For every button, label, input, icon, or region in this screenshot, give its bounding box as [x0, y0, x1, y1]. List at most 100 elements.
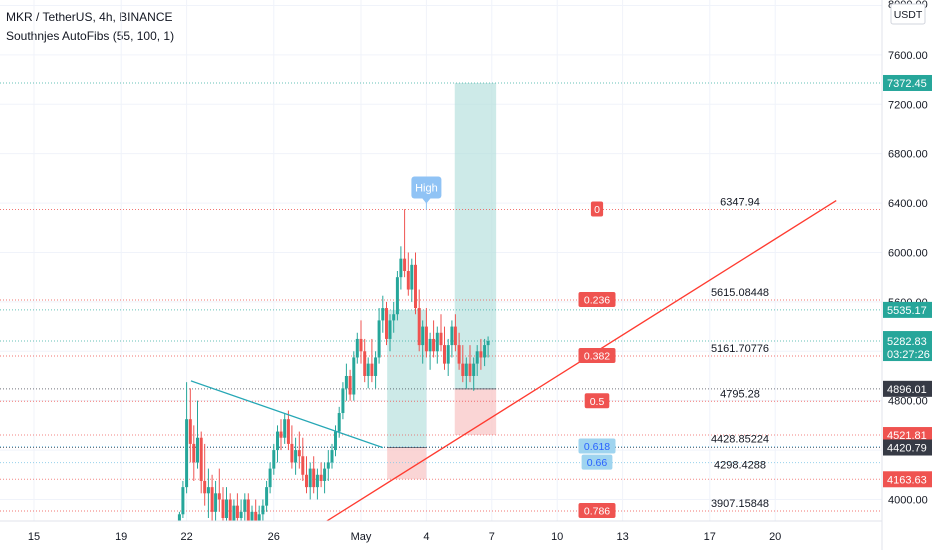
candle-body[interactable]: [483, 345, 487, 358]
candle-body[interactable]: [348, 375, 352, 395]
candle-body[interactable]: [475, 351, 479, 364]
candle-body[interactable]: [217, 493, 221, 500]
axis-price-badge[interactable]: [883, 439, 932, 456]
candle-body[interactable]: [221, 499, 225, 519]
candle-body[interactable]: [424, 326, 428, 352]
axis-price-badge[interactable]: [883, 331, 932, 362]
candle-body[interactable]: [294, 450, 298, 463]
axis-price-badge[interactable]: [883, 471, 932, 488]
candle-body[interactable]: [196, 437, 199, 463]
candle-body[interactable]: [330, 450, 334, 463]
candle-body[interactable]: [442, 345, 446, 364]
candle-body[interactable]: [239, 511, 243, 519]
candle-body[interactable]: [224, 499, 228, 519]
candle-body[interactable]: [446, 345, 450, 364]
candle-body[interactable]: [464, 363, 468, 376]
candle-body[interactable]: [395, 277, 399, 315]
candle-body[interactable]: [392, 314, 396, 321]
candle-body[interactable]: [315, 474, 319, 488]
candle-body[interactable]: [192, 443, 196, 463]
candle-body[interactable]: [435, 332, 439, 352]
candle-body[interactable]: [461, 363, 465, 376]
candle-body[interactable]: [337, 413, 341, 432]
currency-box[interactable]: [890, 3, 926, 25]
candle-body[interactable]: [276, 431, 280, 451]
candle-body[interactable]: [432, 338, 436, 352]
candle-body[interactable]: [479, 351, 483, 358]
trend-line-teal[interactable]: [190, 380, 384, 449]
candle-body[interactable]: [206, 487, 210, 494]
candle-body[interactable]: [472, 363, 476, 376]
candle-body[interactable]: [203, 480, 207, 494]
candle-body[interactable]: [265, 487, 269, 506]
candle-body[interactable]: [363, 351, 367, 376]
fib-ratio-badge[interactable]: [578, 292, 616, 308]
candle-body[interactable]: [279, 431, 283, 438]
candle-body[interactable]: [185, 419, 189, 488]
candle-body[interactable]: [174, 530, 177, 536]
candle-body[interactable]: [333, 431, 337, 451]
fib-ratio-badge[interactable]: [590, 201, 604, 217]
candle-body[interactable]: [214, 493, 218, 512]
candle-body[interactable]: [352, 357, 356, 395]
candle-body[interactable]: [344, 375, 348, 389]
candle-body[interactable]: [243, 499, 247, 512]
candle-body[interactable]: [417, 308, 421, 346]
candle-body[interactable]: [254, 511, 258, 524]
candle-body[interactable]: [232, 505, 236, 525]
candle-body[interactable]: [228, 499, 232, 524]
candle-body[interactable]: [181, 487, 185, 515]
candle-body[interactable]: [370, 363, 374, 376]
candle-body[interactable]: [421, 326, 425, 346]
candle-body[interactable]: [319, 474, 323, 481]
candle-body[interactable]: [453, 326, 457, 346]
candle-body[interactable]: [366, 363, 370, 376]
fib-ratio-badge[interactable]: [584, 393, 610, 409]
candle-body[interactable]: [290, 443, 294, 463]
candle-body[interactable]: [326, 462, 330, 469]
candle-body[interactable]: [286, 419, 290, 444]
candle-body[interactable]: [235, 505, 239, 519]
candle-body[interactable]: [388, 320, 392, 339]
candle-body[interactable]: [297, 450, 301, 457]
candle-body[interactable]: [250, 511, 254, 524]
candle-body[interactable]: [377, 320, 381, 358]
axis-price-badge[interactable]: [883, 427, 932, 444]
fib-ratio-badge[interactable]: [578, 438, 616, 454]
candle-body[interactable]: [188, 419, 192, 444]
candle-body[interactable]: [468, 363, 472, 376]
candle-body[interactable]: [210, 487, 214, 512]
candle-body[interactable]: [301, 456, 305, 475]
candle-body[interactable]: [450, 326, 454, 346]
candle-body[interactable]: [272, 450, 276, 469]
candle-body[interactable]: [312, 468, 316, 488]
axis-price-badge[interactable]: [883, 380, 932, 397]
trend-line-red[interactable]: [302, 200, 837, 537]
candle-body[interactable]: [428, 338, 432, 352]
candle-body[interactable]: [199, 437, 203, 481]
candle-body[interactable]: [305, 474, 308, 488]
candle-body[interactable]: [486, 341, 490, 346]
candle-body[interactable]: [403, 258, 407, 272]
indicator-title[interactable]: Southnjes AutoFibs (55, 100, 1): [6, 29, 175, 43]
fib-ratio-badge[interactable]: [581, 454, 613, 470]
candle-body[interactable]: [261, 505, 265, 515]
axis-price-badge[interactable]: [883, 301, 932, 318]
candle-body[interactable]: [385, 308, 389, 339]
candle-body[interactable]: [457, 345, 461, 364]
position-stop-zone[interactable]: [387, 447, 427, 480]
candle-body[interactable]: [268, 468, 272, 488]
candle-body[interactable]: [246, 499, 250, 524]
candle-body[interactable]: [374, 357, 378, 376]
axis-price-badge[interactable]: [883, 74, 932, 91]
candle-body[interactable]: [406, 271, 410, 290]
fib-ratio-badge[interactable]: [578, 348, 616, 364]
symbol-title[interactable]: MKR / TetherUS, 4h, BINANCE: [6, 10, 173, 24]
high-marker-badge[interactable]: [411, 176, 442, 199]
candle-body[interactable]: [341, 388, 345, 414]
candle-body[interactable]: [283, 419, 287, 438]
candle-body[interactable]: [399, 258, 403, 278]
candle-body[interactable]: [177, 514, 181, 536]
position-target-zone[interactable]: [454, 82, 497, 389]
